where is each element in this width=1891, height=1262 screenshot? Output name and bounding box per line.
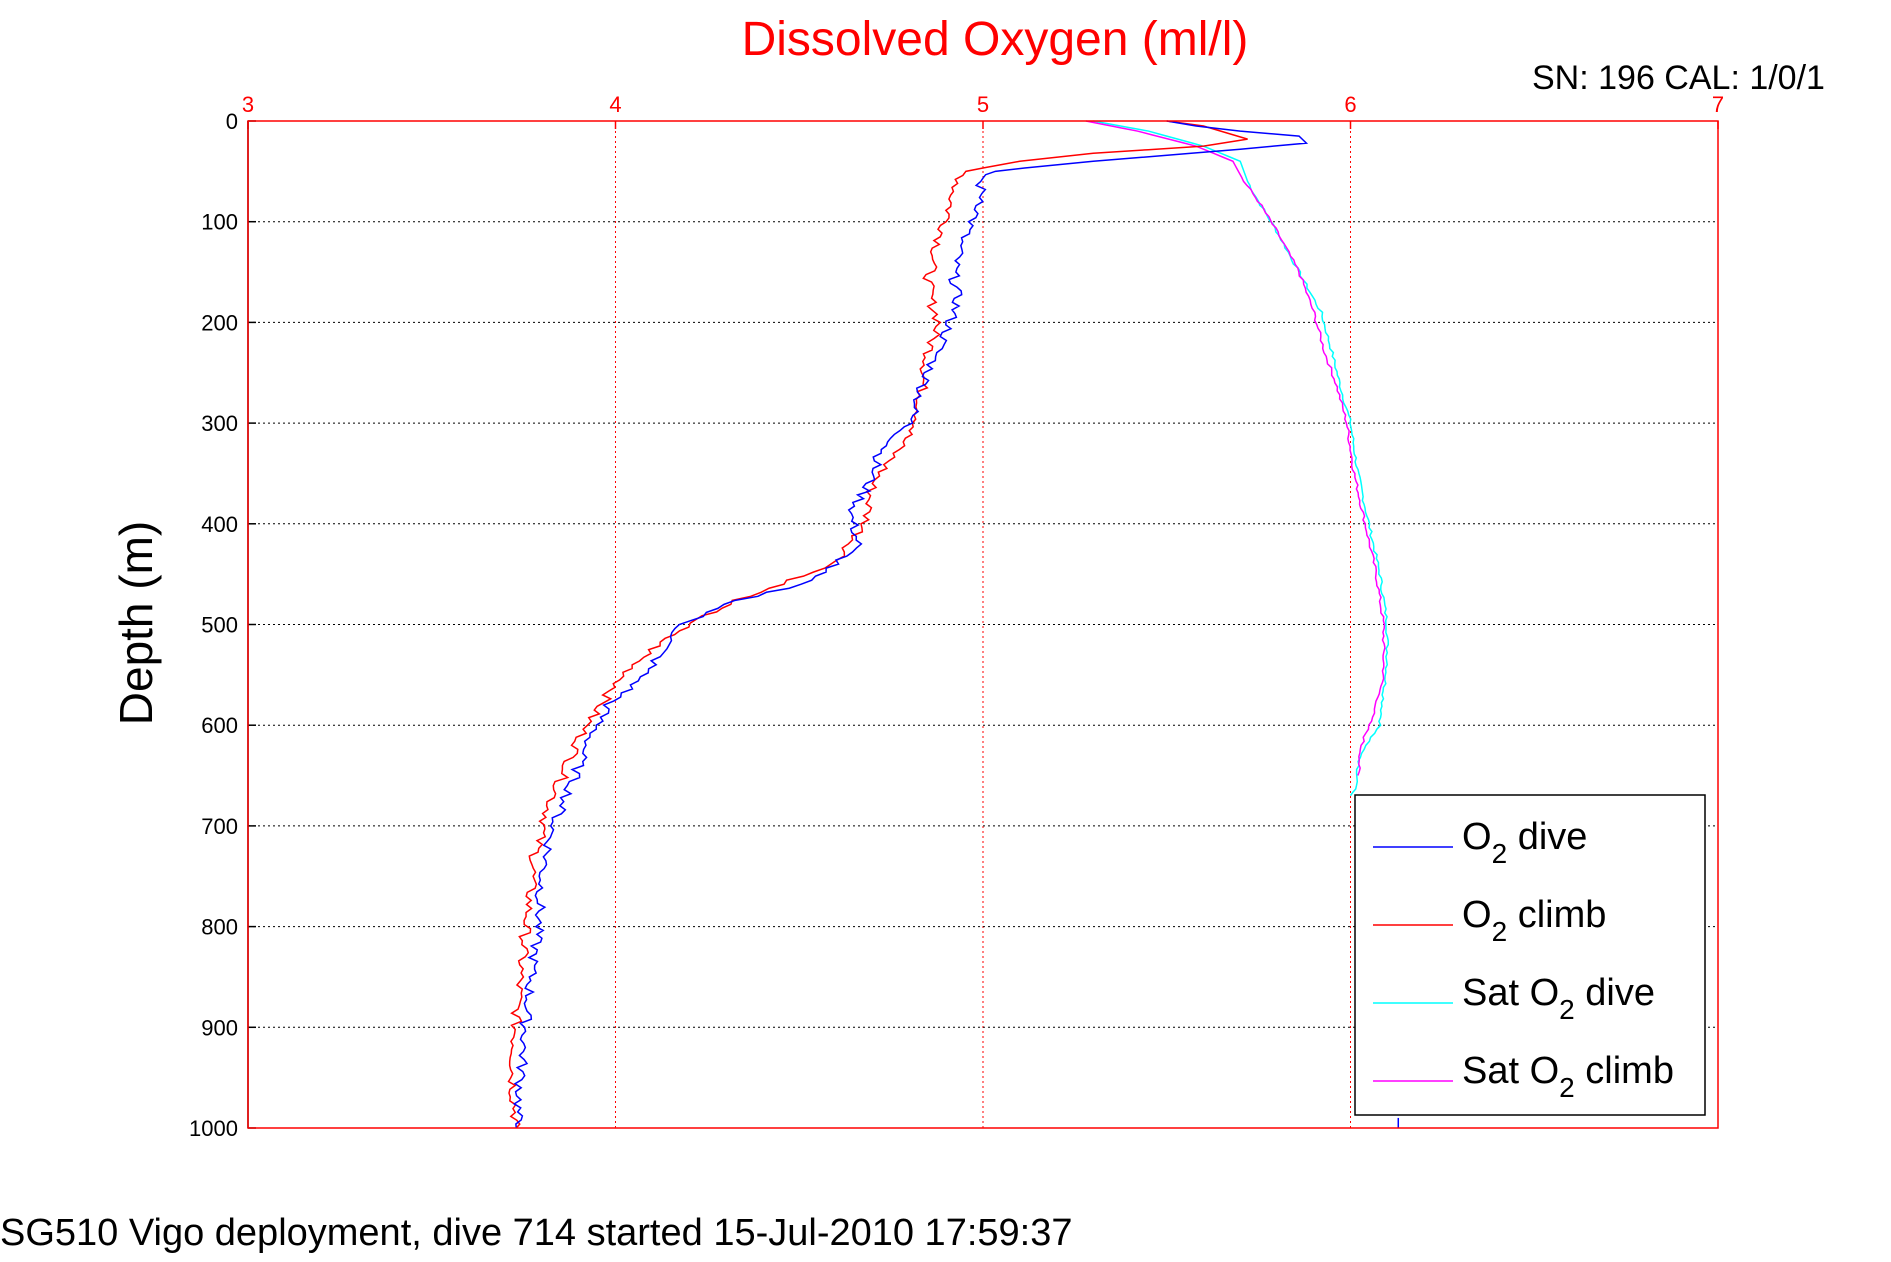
- x-tick-labels: 3 4 5 6 7: [242, 92, 1724, 117]
- chart-title: Dissolved Oxygen (ml/l): [742, 13, 1249, 66]
- y-tick-label: 700: [201, 814, 238, 839]
- y-tick-label: 900: [201, 1015, 238, 1040]
- y-tick-label: 100: [201, 210, 238, 235]
- dive-caption: SG510 Vigo deployment, dive 714 started …: [0, 1212, 1072, 1254]
- y-axis-label: Depth (m): [110, 521, 162, 725]
- series-line: [1085, 120, 1386, 776]
- legend-box: [1354, 794, 1706, 1116]
- series-line: [1093, 120, 1390, 797]
- x-tick-label: 4: [609, 92, 621, 117]
- series-line: [512, 120, 1309, 1129]
- y-tick-label: 1000: [189, 1116, 238, 1141]
- y-tick-label: 500: [201, 613, 238, 638]
- legend-entry: Sat O2 climb: [1462, 1050, 1674, 1103]
- x-tick-label: 3: [242, 92, 254, 117]
- y-tick-label: 200: [201, 310, 238, 335]
- legend-entry: Sat O2 dive: [1462, 972, 1655, 1025]
- y-tick-label: 0: [226, 109, 238, 134]
- x-tick-label: 7: [1712, 92, 1724, 117]
- series-layer: [507, 120, 1400, 1129]
- y-tick-label: 800: [201, 915, 238, 940]
- legend: O2 dive O2 climb Sat O2 dive Sat O2 climb: [1354, 794, 1706, 1116]
- y-tick-label: 600: [201, 713, 238, 738]
- serial-cal-label: SN: 196 CAL: 1/0/1: [1532, 59, 1825, 97]
- x-tick-label: 5: [977, 92, 989, 117]
- y-tick-label: 300: [201, 411, 238, 436]
- legend-entry: O2 dive: [1462, 816, 1587, 869]
- x-tick-label: 6: [1344, 92, 1356, 117]
- y-tick-label: 400: [201, 512, 238, 537]
- plot-frame: [247, 120, 1719, 1129]
- legend-entry: O2 climb: [1462, 894, 1606, 947]
- series-line: [507, 120, 1248, 1129]
- y-tick-labels: 0 100 200 300 400 500 600 700 800 900 1000: [189, 109, 238, 1141]
